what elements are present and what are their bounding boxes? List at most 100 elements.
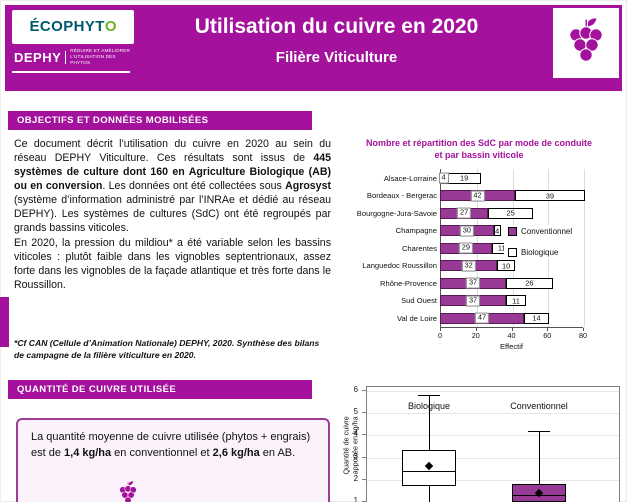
bar-track: 32 10 xyxy=(440,260,583,272)
category-label: Alsace-Lorraine xyxy=(383,173,437,183)
bar-value-label: 47 xyxy=(474,312,490,324)
axis-tick xyxy=(440,328,441,332)
bar-track: 29 11 xyxy=(440,242,583,254)
gridline xyxy=(367,457,619,459)
bar-row: Rhône-Provence 37 26 xyxy=(334,274,624,292)
x-axis: 0 20 40 60 80 xyxy=(438,327,587,341)
dephy-tagline-line1: RÉDUIRE ET AMÉLIORER xyxy=(70,48,131,53)
axis-tick xyxy=(511,328,513,332)
axis-tick xyxy=(362,478,366,480)
section-heading-quantite: QUANTITÉ DE CUIVRE UTILISÉE xyxy=(8,380,312,399)
bar-row: Bordeaux - Bergerac 42 39 xyxy=(334,187,624,205)
biologique-bar xyxy=(497,260,516,272)
whisker-cap xyxy=(528,430,550,432)
ecophyto-logo: ÉCOPHYTO xyxy=(12,10,134,44)
paragraph-bold-text: Agrosyst xyxy=(285,180,331,193)
axis-tick xyxy=(547,328,549,332)
bar-value-label: 30 xyxy=(459,225,474,237)
bar-value-label: 19 xyxy=(460,173,469,183)
category-label: Bourgogne-Jura-Savoie xyxy=(356,208,437,218)
grape-icon xyxy=(569,17,603,62)
gridline xyxy=(367,413,619,415)
biologique-bar xyxy=(524,312,550,324)
bar-track: 42 39 xyxy=(440,190,585,202)
bar-value-label: 4 xyxy=(438,172,449,184)
chart-legend: Conventionnel Biologique xyxy=(504,225,577,260)
section-heading-label: QUANTITÉ DE CUIVRE UTILISÉE xyxy=(17,384,177,395)
chart-title: Nombre et répartition des SdC par mode d… xyxy=(365,138,593,160)
dephy-logo: DEPHY RÉDUIRE ET AMÉLIORER L’UTILISATION… xyxy=(12,48,134,67)
legend-item: Biologique xyxy=(508,248,572,258)
bar-track: 47 14 xyxy=(440,312,583,324)
bar-value-label: 42 xyxy=(470,190,485,202)
header-banner: ÉCOPHYTO DEPHY RÉDUIRE ET AMÉLIORER L’UT… xyxy=(5,5,622,91)
bar-track: 37 11 xyxy=(440,295,583,307)
axis-tick xyxy=(362,434,366,436)
gridline xyxy=(367,435,619,437)
paragraph-1: Ce document décrit l’utilisation du cuiv… xyxy=(14,137,331,236)
chart-plot-area: Alsace-Lorraine 4 19 Bordeaux - Bergerac 42 3… xyxy=(334,169,624,328)
axis-tick-label: 40 xyxy=(507,331,516,341)
paragraph-text: Ce document décrit l’utilisation du cuiv… xyxy=(14,138,331,165)
callout-text-segment: en conventionnel et xyxy=(111,446,213,459)
bar-track: 37 26 xyxy=(440,277,583,289)
logo-divider xyxy=(65,50,67,64)
axis-tick xyxy=(362,390,366,391)
copper-quantity-callout: La quantité moyenne de cuivre utilisée (… xyxy=(16,418,330,502)
grape-icon-small xyxy=(119,480,137,502)
section-heading-label: OBJECTIFS ET DONNÉES MOBILISÉES xyxy=(17,115,209,126)
category-label: Sud Ouest xyxy=(401,296,437,306)
biologique-bar xyxy=(488,207,533,219)
boxplot-category-label: Conventionnel xyxy=(510,401,568,411)
gridline xyxy=(367,479,619,481)
grape-logo-box xyxy=(553,8,619,78)
bar-value-label: 11 xyxy=(512,296,520,306)
left-accent-bar xyxy=(0,297,9,347)
header-titles: Utilisation du cuivre en 2020 Filière Vi… xyxy=(137,15,536,66)
category-label: Val de Loire xyxy=(397,313,437,323)
callout-text-segment: en AB. xyxy=(259,446,296,459)
bar-value-label: 32 xyxy=(461,260,476,272)
bar-value-label: 26 xyxy=(525,278,534,288)
axis-tick-label: 20 xyxy=(471,331,480,341)
x-axis-label: Effectif xyxy=(499,342,524,352)
bar-row: Sud Ouest 37 11 xyxy=(334,292,624,310)
bar-track: 27 25 xyxy=(440,207,583,219)
bar-value-label: 27 xyxy=(457,207,472,219)
legend-swatch xyxy=(508,248,517,258)
callout-bold-value: 2,6 kg/ha xyxy=(212,446,260,459)
bar-row: Bourgogne-Jura-Savoie 27 25 xyxy=(334,204,624,222)
median-line xyxy=(402,470,456,472)
axis-tick-label: 1 xyxy=(353,496,358,502)
page-title: Utilisation du cuivre en 2020 xyxy=(194,15,479,38)
footnote: *Cf CAN (Cellule d’Animation Nationale) … xyxy=(14,338,320,360)
ecophyto-dephy-logo: ÉCOPHYTO DEPHY RÉDUIRE ET AMÉLIORER L’UT… xyxy=(12,10,134,73)
bar-value-label: 10 xyxy=(502,261,511,271)
legend-item: Conventionnel xyxy=(508,227,572,237)
page-subtitle: Filière Viticulture xyxy=(275,49,398,66)
paragraph-text: (système d’information administré par l’… xyxy=(14,194,331,235)
bar-value-label: 37 xyxy=(465,277,481,289)
category-label: Champagne xyxy=(395,226,437,236)
axis-tick-label: 6 xyxy=(353,385,358,394)
axis-tick xyxy=(362,456,366,458)
category-label: Charentes xyxy=(401,243,437,253)
boxplot-plot-area: BiologiqueConventionnel xyxy=(366,386,620,502)
axis-tick xyxy=(475,328,477,332)
legend-swatch xyxy=(508,227,517,237)
axis-tick-label: 60 xyxy=(543,331,552,341)
whisker-cap xyxy=(418,395,440,397)
axis-tick xyxy=(362,412,366,414)
axis-tick-label: 2 xyxy=(353,473,358,483)
section-heading-objectifs: OBJECTIFS ET DONNÉES MOBILISÉES xyxy=(8,111,312,130)
bar-value-label: 39 xyxy=(545,191,555,201)
gridline xyxy=(367,391,619,392)
whisker-line xyxy=(539,430,540,485)
bar-track: 30 4 xyxy=(440,225,583,237)
paragraph-bold-text: 445 systèmes de culture dont 160 en Agri… xyxy=(14,152,331,193)
category-label: Rhône-Provence xyxy=(380,278,437,288)
bar-value-label: 25 xyxy=(506,208,515,218)
callout-text-segment: La quantité moyenne de cuivre utilisée (… xyxy=(31,431,311,459)
sdc-bar-chart: Nombre et répartition des SdC par mode d… xyxy=(334,138,624,351)
